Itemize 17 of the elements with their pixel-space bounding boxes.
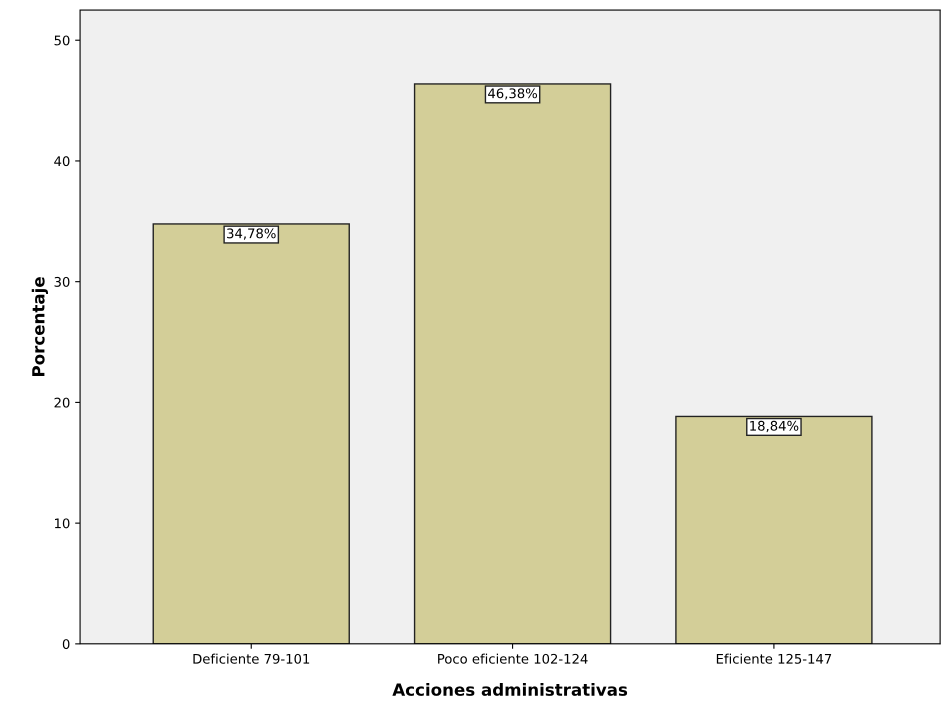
y-tick-label: 50 bbox=[54, 35, 70, 46]
x-axis-title: Acciones administrativas bbox=[392, 683, 628, 696]
data-label: 46,38% bbox=[488, 88, 538, 100]
x-tick-label: Deficiente 79-101 bbox=[193, 654, 310, 664]
y-tick-label: 30 bbox=[54, 276, 70, 287]
y-tick-label: 10 bbox=[55, 518, 70, 528]
data-label: 34,78% bbox=[227, 228, 276, 240]
y-axis-title: Porcentaje bbox=[32, 277, 48, 376]
y-tick-label: 20 bbox=[54, 398, 70, 408]
x-tick-label: Eficiente 125-147 bbox=[716, 654, 832, 664]
y-tick-label: 0 bbox=[62, 639, 70, 650]
x-tick-label: Poco eficiente 102-124 bbox=[438, 654, 588, 664]
data-label: 18,84% bbox=[750, 420, 798, 432]
y-tick-label: 40 bbox=[54, 156, 70, 166]
bar bbox=[675, 416, 873, 644]
bar bbox=[152, 223, 350, 644]
bar bbox=[414, 83, 612, 644]
